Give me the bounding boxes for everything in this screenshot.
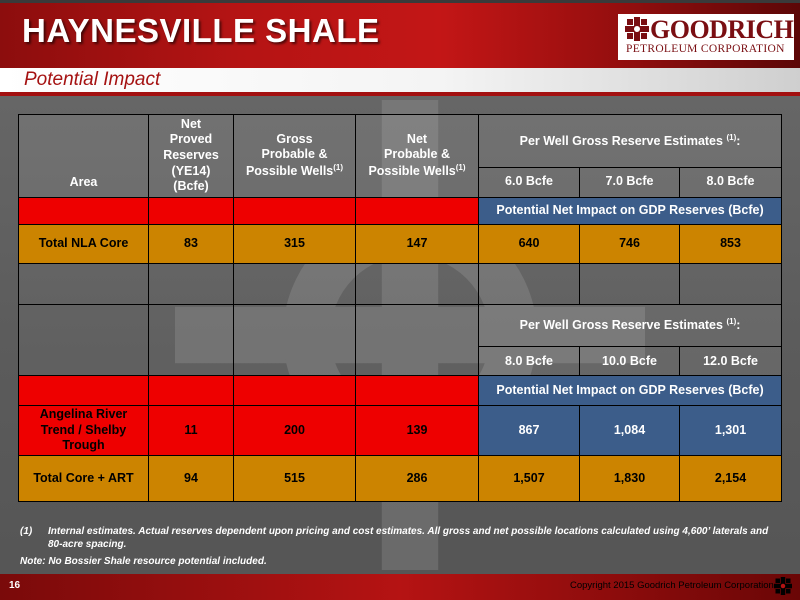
cell-net: 147 (355, 223, 479, 264)
header-est-2a: 8.0 Bcfe (478, 346, 580, 377)
header-row-1: Area Net Proved Reserves (YE14) (Bcfe) G… (18, 114, 783, 198)
header-est-2c: 12.0 Bcfe (678, 346, 783, 377)
subtitle-underline (0, 92, 800, 96)
cell-gross: 200 (233, 404, 356, 456)
cell-net: 286 (355, 454, 479, 503)
goodrich-cross-icon (774, 577, 792, 595)
cell-est2: 746 (579, 223, 680, 264)
header-est-1c: 8.0 Bcfe (678, 166, 783, 198)
cell-area: Total Core + ART (18, 454, 149, 503)
subtitle-bar (0, 68, 800, 92)
cell-est3: 2,154 (678, 454, 783, 503)
table-row-nla: Total NLA Core 83 315 147 640 746 853 (18, 223, 783, 264)
footnote-text: Internal estimates. Actual reserves depe… (48, 526, 769, 550)
header-top-line (0, 0, 800, 3)
footer-bar (0, 574, 800, 600)
spacer-row (18, 262, 783, 306)
goodrich-cross-icon (625, 17, 649, 41)
cell-area: Angelina River Trend / Shelby Trough (18, 404, 149, 456)
header-area: Area (18, 114, 149, 198)
page-number: 16 (9, 580, 21, 591)
footnote-number: (1) (20, 526, 33, 537)
cell-est1: 1,507 (478, 454, 580, 503)
logo-name: GOODRICH (650, 15, 794, 44)
cell-est2: 1,830 (579, 454, 680, 503)
copyright-text: Copyright 2015 Goodrich Petroleum Corpor… (570, 580, 774, 591)
cell-est1: 867 (478, 404, 580, 456)
logo-subname: PETROLEUM CORPORATION (626, 43, 785, 55)
cell-proved: 94 (148, 454, 234, 503)
header-est-1b: 7.0 Bcfe (579, 166, 680, 198)
cell-est3: 853 (678, 223, 783, 264)
header-row-3: Per Well Gross Reserve Estimates (1): (18, 304, 783, 377)
cell-area: Total NLA Core (18, 223, 149, 264)
table-row-art: Angelina River Trend / Shelby Trough 11 … (18, 404, 783, 456)
company-logo (618, 14, 794, 60)
impact-label-2: Potential Net Impact on GDP Reserves (Bc… (477, 375, 783, 406)
cell-est3: 1,301 (678, 404, 783, 456)
table-row-total: Total Core + ART 94 515 286 1,507 1,830 … (18, 454, 783, 503)
cell-est1: 640 (478, 223, 580, 264)
cell-est2: 1,084 (579, 404, 680, 456)
reserves-table: Area Net Proved Reserves (YE14) (Bcfe) G… (18, 114, 783, 503)
header-row-2: 6.0 Bcfe 7.0 Bcfe 8.0 Bcfe (19, 166, 783, 198)
header-est-1a: 6.0 Bcfe (478, 166, 580, 198)
header-gross-probable: Gross Probable & Possible Wells(1) (233, 114, 356, 198)
header-per-well-1: Per Well Gross Reserve Estimates (1): (477, 114, 783, 168)
header-est-2b: 10.0 Bcfe (579, 346, 680, 377)
header-per-well-2: Per Well Gross Reserve Estimates (1): (477, 304, 783, 348)
impact-label-1: Potential Net Impact on GDP Reserves (Bc… (477, 196, 783, 225)
impact-row-2: Potential Net Impact on GDP Reserves (Bc… (18, 375, 783, 406)
cell-proved: 83 (148, 223, 234, 264)
cell-gross: 515 (233, 454, 356, 503)
header-net-probable: Net Probable & Possible Wells(1) (355, 114, 479, 198)
cell-proved: 11 (148, 404, 234, 456)
cell-net: 139 (355, 404, 479, 456)
cell-gross: 315 (233, 223, 356, 264)
note-text: Note: No Bossier Shale resource potentia… (20, 556, 267, 567)
header-net-proved: Net Proved Reserves (YE14) (Bcfe) (148, 114, 234, 198)
header-row-4: 8.0 Bcfe 10.0 Bcfe 12.0 Bcfe (19, 346, 783, 377)
page-subtitle: Potential Impact (24, 69, 161, 90)
page-title: HAYNESVILLE SHALE (22, 12, 380, 49)
impact-row-1: Potential Net Impact on GDP Reserves (Bc… (18, 196, 783, 225)
